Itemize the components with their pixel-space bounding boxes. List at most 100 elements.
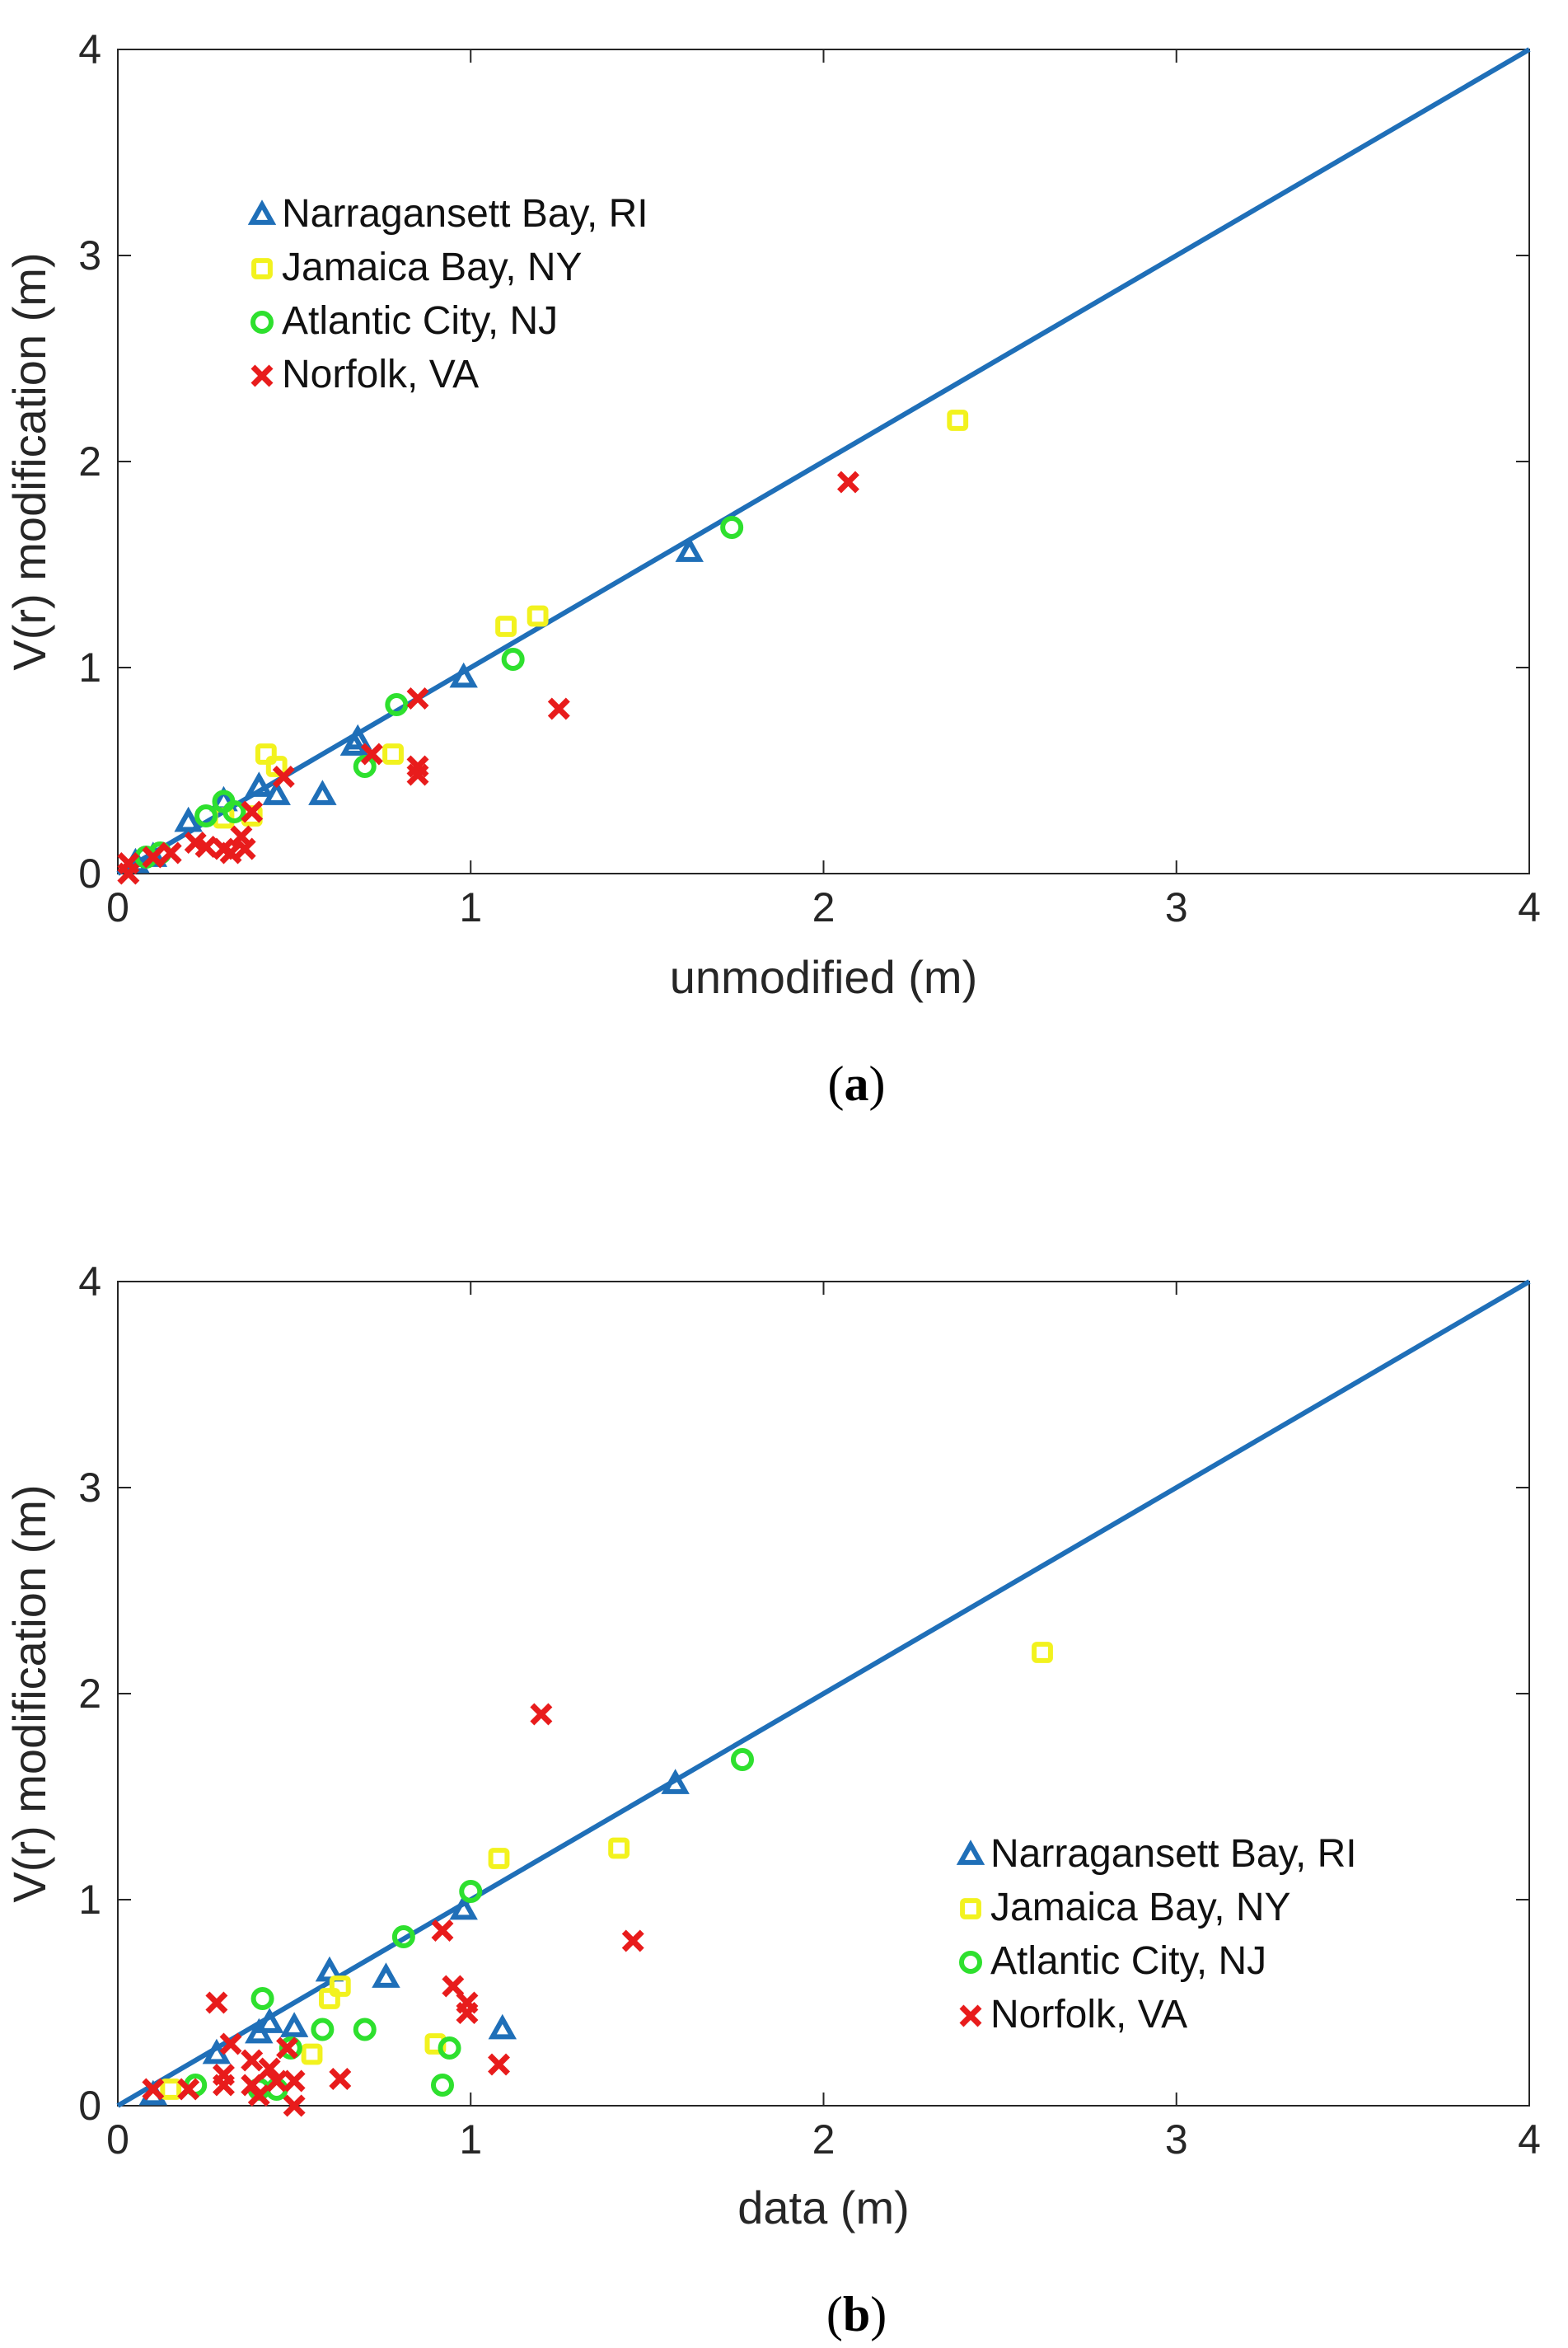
legend-marker-circle — [250, 311, 274, 334]
data-point-triangle — [343, 724, 372, 750]
data-point-x — [258, 2057, 281, 2080]
data-point-x — [442, 1975, 465, 1998]
y-axis-label: V(r) modification (m) — [3, 1484, 55, 1902]
data-point-x — [488, 2053, 510, 2076]
data-point-circle — [459, 1880, 483, 1903]
data-point-x — [241, 800, 264, 823]
data-point-triangle — [255, 2008, 284, 2033]
legend-label: Jamaica Bay, NY — [990, 1886, 1291, 1929]
data-point-x — [247, 2084, 270, 2107]
legend-marker-square — [960, 1898, 981, 1919]
data-point-x — [213, 2064, 235, 2086]
data-point-square — [608, 1837, 630, 1859]
y-tick-label: 3 — [78, 232, 101, 279]
data-point-x — [205, 1991, 228, 2014]
panel-label: (b) — [826, 2287, 887, 2341]
data-point-square — [488, 1848, 510, 1869]
data-point-square — [495, 616, 517, 637]
data-point-x — [360, 743, 383, 766]
data-point-triangle — [449, 662, 478, 688]
data-point-x — [142, 2078, 165, 2101]
legend-label: Narragansett Bay, RI — [282, 192, 648, 236]
data-point-circle — [438, 2036, 461, 2060]
x-tick-label: 3 — [1165, 2116, 1188, 2163]
data-point-circle — [391, 1925, 415, 1948]
y-tick-label: 4 — [78, 1258, 101, 1305]
data-point-x — [241, 2049, 264, 2072]
one-to-one-line — [116, 1279, 1531, 2108]
data-point-square — [947, 410, 969, 431]
y-tick-label: 1 — [78, 644, 101, 691]
data-point-circle — [311, 2018, 335, 2041]
data-point-x — [272, 766, 295, 788]
data-point-triangle — [449, 1894, 478, 1920]
x-axis-label: data (m) — [737, 2182, 910, 2233]
legend-label: Norfolk, VA — [990, 1993, 1187, 2036]
data-point-circle — [430, 2074, 454, 2097]
data-point-circle — [278, 2036, 302, 2060]
x-tick-label: 2 — [812, 884, 835, 930]
legend-marker-x — [250, 364, 274, 387]
y-tick-label: 0 — [78, 2083, 101, 2129]
legend: Narragansett Bay, RI Jamaica Bay, NY Atlan… — [956, 1832, 1357, 2036]
panel-label: (a) — [828, 1057, 886, 1111]
legend-label: Atlantic City, NJ — [282, 299, 558, 343]
data-point-x — [837, 471, 859, 494]
data-point-circle — [353, 2018, 377, 2041]
data-point-circle — [501, 648, 525, 671]
data-point-square — [160, 2079, 182, 2100]
data-point-x — [456, 2002, 479, 2024]
legend-marker-x — [959, 2004, 982, 2027]
data-point-circle — [720, 516, 744, 539]
x-tick-label: 1 — [459, 2116, 482, 2163]
data-point-triangle — [279, 2012, 309, 2037]
y-tick-label: 2 — [78, 1671, 101, 1717]
legend-label: Atlantic City, NJ — [990, 1939, 1266, 1983]
data-point-x — [431, 1919, 454, 1942]
data-point-x — [194, 836, 218, 858]
legend-label: Jamaica Bay, NY — [282, 246, 583, 289]
legend-marker-triangle — [956, 1840, 985, 1865]
y-tick-label: 0 — [78, 851, 101, 897]
data-point-square — [1032, 1642, 1053, 1663]
y-tick-label: 2 — [78, 438, 101, 485]
data-point-x — [159, 841, 182, 865]
data-point-triangle — [315, 1956, 344, 1982]
data-point-triangle — [174, 806, 203, 832]
data-point-triangle — [308, 780, 337, 805]
data-point-x — [117, 862, 140, 885]
data-point-x — [283, 2094, 306, 2117]
data-point-square — [301, 2043, 323, 2065]
data-point-square — [265, 756, 288, 777]
data-point-x — [621, 1929, 644, 1952]
data-point-x — [142, 846, 165, 869]
data-point-x — [276, 2036, 299, 2060]
data-point-x — [406, 763, 429, 786]
data-point-circle — [194, 804, 218, 827]
x-tick-label: 4 — [1518, 884, 1541, 930]
data-point-square — [329, 1975, 351, 1997]
data-point-triangle — [488, 2013, 517, 2040]
data-point-x — [283, 2069, 306, 2093]
legend-label: Norfolk, VA — [282, 353, 479, 396]
data-point-circle — [385, 693, 409, 716]
x-tick-label: 0 — [106, 2116, 129, 2163]
data-point-x — [547, 697, 570, 720]
data-point-x — [530, 1703, 553, 1726]
x-tick-label: 1 — [459, 884, 482, 930]
data-point-circle — [250, 1987, 274, 2010]
legend-label: Narragansett Bay, RI — [990, 1832, 1357, 1876]
data-point-triangle — [245, 771, 274, 797]
data-point-triangle — [661, 1769, 690, 1794]
y-tick-label: 3 — [78, 1465, 101, 1511]
x-tick-label: 3 — [1165, 884, 1188, 930]
data-point-x — [233, 837, 256, 860]
data-point-x — [219, 841, 242, 865]
data-point-x — [177, 2078, 200, 2101]
chart-panel-b: 0 1 2 3 4 0 1 2 3 4 data (m) V(r) modification (m) N… — [3, 1258, 1541, 2341]
data-point-triangle — [262, 780, 291, 805]
legend-marker-circle — [959, 1951, 982, 1974]
y-axis-label: V(r) modification (m) — [3, 252, 55, 670]
x-tick-label: 4 — [1518, 2116, 1541, 2163]
